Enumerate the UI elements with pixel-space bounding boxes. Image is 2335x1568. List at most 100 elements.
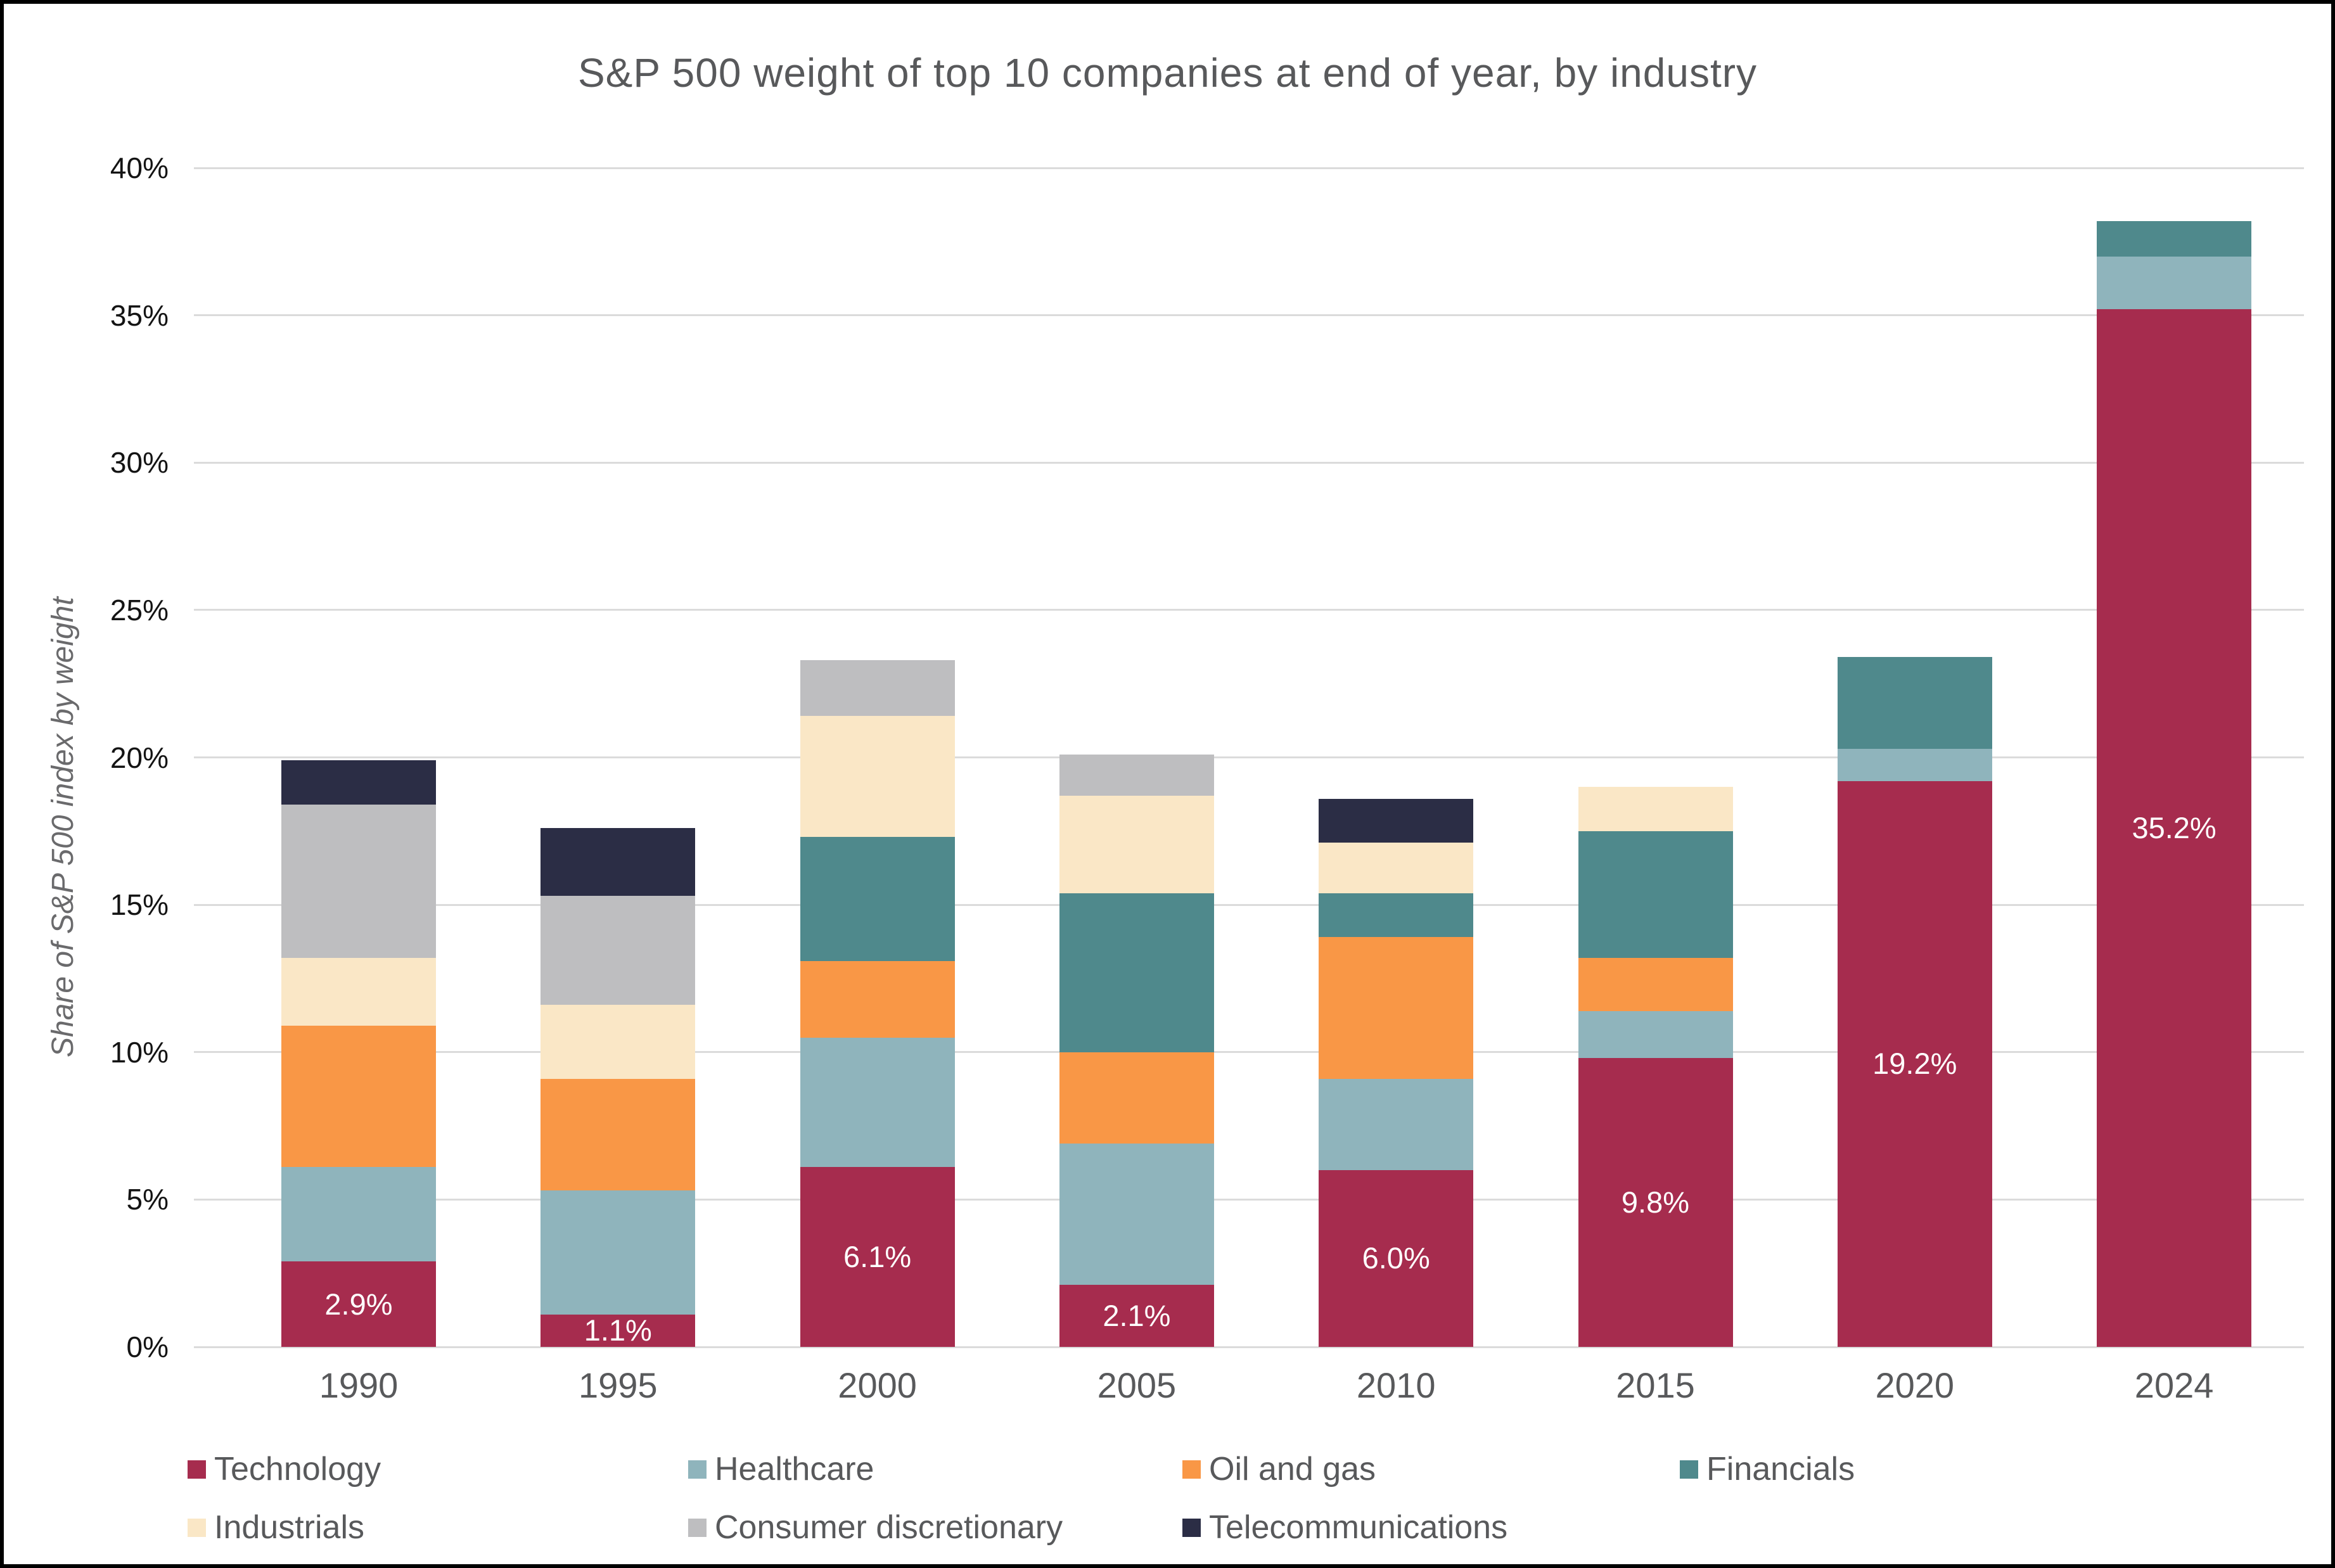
bar-segment-industrials-2010 bbox=[1319, 843, 1474, 893]
legend-swatch-telecommunications bbox=[1182, 1518, 1201, 1537]
legend-item-consumer-discretionary: Consumer discretionary bbox=[688, 1508, 1063, 1546]
bar-segment-technology-2015 bbox=[1578, 1058, 1733, 1347]
legend-label-healthcare: Healthcare bbox=[715, 1451, 874, 1488]
legend-swatch-financials bbox=[1680, 1460, 1698, 1479]
bar-segment-healthcare-2015 bbox=[1578, 1010, 1733, 1059]
gridline-15 bbox=[194, 903, 2304, 906]
bar-segment-technology-1995 bbox=[541, 1314, 696, 1347]
plot-area: 2.9% 1.1% 6.1% 2.1% 6.0% 9.8% 19.2% 35.2% bbox=[194, 167, 2304, 1348]
y-tick-label: 25% bbox=[110, 593, 169, 627]
x-tick-label-2000: 2000 bbox=[838, 1365, 917, 1405]
bar-segment-consumer-discretionary-1995 bbox=[541, 896, 696, 1005]
bar-segment-financials-2005 bbox=[1059, 893, 1214, 1052]
legend-label-industrials: Industrials bbox=[214, 1509, 364, 1546]
gridline-5 bbox=[194, 1198, 2304, 1201]
chart-title: S&P 500 weight of top 10 companies at en… bbox=[577, 50, 1758, 96]
bar-value-label-2005: 2.1% bbox=[1103, 1299, 1171, 1333]
bar-segment-telecommunications-1990 bbox=[281, 760, 436, 805]
bar-segment-financials-2024 bbox=[2097, 220, 2252, 257]
y-tick-label: 0% bbox=[126, 1330, 169, 1363]
bar-segment-consumer-discretionary-2000 bbox=[800, 660, 955, 717]
bar-segment-healthcare-2020 bbox=[1837, 748, 1992, 781]
bar-segment-technology-2005 bbox=[1059, 1285, 1214, 1347]
bar-segment-financials-2000 bbox=[800, 837, 955, 961]
legend-swatch-oil-and-gas bbox=[1182, 1460, 1201, 1479]
gridline-25 bbox=[194, 609, 2304, 611]
legend-label-technology: Technology bbox=[214, 1451, 381, 1488]
y-tick-label: 5% bbox=[126, 1183, 169, 1216]
x-tick-label-2024: 2024 bbox=[2134, 1365, 2214, 1405]
bar-segment-oil-and-gas-1990 bbox=[281, 1025, 436, 1168]
legend-item-financials: Financials bbox=[1680, 1450, 1855, 1488]
bar-segment-technology-2000 bbox=[800, 1167, 955, 1347]
bar-segment-oil-and-gas-2005 bbox=[1059, 1052, 1214, 1144]
bar-segment-oil-and-gas-2010 bbox=[1319, 937, 1474, 1079]
bar-value-label-1995: 1.1% bbox=[584, 1313, 652, 1348]
legend-label-telecommunications: Telecommunications bbox=[1209, 1509, 1508, 1546]
x-tick-label-1990: 1990 bbox=[319, 1365, 399, 1405]
bar-segment-industrials-2005 bbox=[1059, 795, 1214, 893]
y-tick-label: 35% bbox=[110, 298, 169, 332]
x-tick-label-2020: 2020 bbox=[1875, 1365, 1955, 1405]
legend-item-oil-and-gas: Oil and gas bbox=[1182, 1450, 1376, 1488]
bar-segment-oil-and-gas-2015 bbox=[1578, 957, 1733, 1011]
bar-segment-financials-2020 bbox=[1837, 657, 1992, 749]
y-tick-label: 20% bbox=[110, 741, 169, 774]
bar-segment-healthcare-2000 bbox=[800, 1037, 955, 1168]
legend-item-industrials: Industrials bbox=[188, 1508, 364, 1546]
gridline-35 bbox=[194, 314, 2304, 317]
y-tick-label: 30% bbox=[110, 446, 169, 480]
bar-segment-oil-and-gas-1995 bbox=[541, 1078, 696, 1191]
bar-segment-oil-and-gas-2000 bbox=[800, 960, 955, 1038]
y-tick-label: 15% bbox=[110, 888, 169, 922]
x-tick-label-2010: 2010 bbox=[1356, 1365, 1436, 1405]
bar-segment-consumer-discretionary-1990 bbox=[281, 804, 436, 958]
bar-segment-industrials-1990 bbox=[281, 957, 436, 1026]
y-tick-label: 40% bbox=[110, 151, 169, 184]
x-tick-label-1995: 1995 bbox=[579, 1365, 658, 1405]
gridline-10 bbox=[194, 1051, 2304, 1054]
legend-label-financials: Financials bbox=[1706, 1451, 1855, 1488]
bar-segment-industrials-2000 bbox=[800, 716, 955, 838]
x-tick-label-2005: 2005 bbox=[1097, 1365, 1177, 1405]
gridline-30 bbox=[194, 461, 2304, 464]
x-tick-label-2015: 2015 bbox=[1616, 1365, 1695, 1405]
bar-segment-healthcare-2005 bbox=[1059, 1144, 1214, 1285]
bar-segment-healthcare-1990 bbox=[281, 1167, 436, 1262]
legend-label-consumer-discretionary: Consumer discretionary bbox=[715, 1509, 1063, 1546]
gridline-40 bbox=[194, 167, 2304, 169]
bar-value-label-2015: 9.8% bbox=[1621, 1185, 1690, 1220]
bar-segment-telecommunications-1995 bbox=[541, 828, 696, 896]
bar-segment-healthcare-1995 bbox=[541, 1190, 696, 1315]
bar-segment-technology-2020 bbox=[1837, 781, 1992, 1347]
bar-segment-healthcare-2010 bbox=[1319, 1078, 1474, 1170]
bar-value-label-2020: 19.2% bbox=[1872, 1047, 1957, 1081]
bar-segment-healthcare-2024 bbox=[2097, 256, 2252, 310]
bar-segment-telecommunications-2010 bbox=[1319, 798, 1474, 843]
legend-label-oil-and-gas: Oil and gas bbox=[1209, 1451, 1376, 1488]
legend-swatch-technology bbox=[188, 1460, 206, 1479]
bar-segment-financials-2015 bbox=[1578, 831, 1733, 958]
bar-value-label-2010: 6.0% bbox=[1362, 1241, 1430, 1275]
legend-item-telecommunications: Telecommunications bbox=[1182, 1508, 1507, 1546]
legend-swatch-industrials bbox=[188, 1518, 206, 1537]
bar-value-label-2000: 6.1% bbox=[843, 1240, 912, 1274]
y-axis-title: Share of S&P 500 index by weight bbox=[46, 597, 80, 1058]
legend-swatch-healthcare bbox=[688, 1460, 707, 1479]
y-tick-label: 10% bbox=[110, 1035, 169, 1069]
bar-value-label-1990: 2.9% bbox=[324, 1287, 393, 1321]
bar-segment-industrials-2015 bbox=[1578, 787, 1733, 831]
bar-value-label-2024: 35.2% bbox=[2132, 811, 2217, 845]
legend-item-healthcare: Healthcare bbox=[688, 1450, 874, 1488]
legend-item-technology: Technology bbox=[188, 1450, 381, 1488]
bar-segment-consumer-discretionary-2005 bbox=[1059, 754, 1214, 796]
bar-segment-financials-2010 bbox=[1319, 893, 1474, 938]
bar-segment-technology-1990 bbox=[281, 1261, 436, 1347]
gridline-0 bbox=[194, 1346, 2304, 1348]
legend-swatch-consumer-discretionary bbox=[688, 1518, 707, 1537]
bar-segment-technology-2010 bbox=[1319, 1170, 1474, 1347]
gridline-20 bbox=[194, 756, 2304, 758]
bar-segment-technology-2024 bbox=[2097, 309, 2252, 1347]
bar-segment-industrials-1995 bbox=[541, 1005, 696, 1079]
